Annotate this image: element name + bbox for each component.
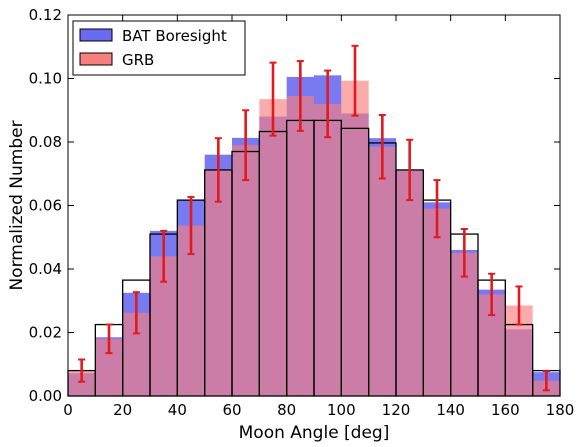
legend-swatch-grb	[79, 52, 113, 66]
legend: BAT Boresight GRB	[72, 20, 246, 76]
x-tick-label: 40	[168, 401, 187, 419]
x-axis-ticks: 0 20 40 60 80 100 120 140 160 180	[63, 15, 574, 419]
grb-bars	[68, 80, 560, 397]
x-axis-label: Moon Angle [deg]	[239, 423, 390, 443]
grb-bar	[396, 169, 424, 396]
y-tick-label: 0.12	[29, 6, 62, 24]
grb-bar	[204, 169, 232, 396]
x-tick-label: 180	[546, 401, 575, 419]
y-tick-label: 0.06	[29, 197, 62, 215]
x-tick-label: 20	[113, 401, 132, 419]
y-axis-label: Normalized Number	[7, 120, 27, 290]
y-tick-label: 0.10	[29, 70, 62, 88]
grb-bar	[368, 146, 396, 396]
grb-bar	[232, 145, 260, 396]
grb-bar	[341, 80, 369, 396]
grb-bar	[286, 95, 314, 397]
y-tick-label: 0.04	[29, 260, 62, 278]
grb-bar	[314, 103, 342, 397]
x-tick-label: 0	[63, 401, 73, 419]
grb-bar	[423, 208, 451, 396]
y-axis-ticks: 0.00 0.02 0.04 0.06 0.08 0.10 0.12	[29, 6, 560, 405]
grb-error-bars	[78, 44, 550, 392]
legend-swatch-bat-boresight	[79, 28, 113, 42]
grb-bar	[259, 99, 287, 396]
x-tick-label: 100	[327, 401, 356, 419]
x-tick-label: 140	[436, 401, 465, 419]
legend-label-grb: GRB	[122, 51, 154, 69]
x-tick-label: 160	[491, 401, 520, 419]
y-tick-label: 0.08	[29, 133, 62, 151]
x-tick-label: 80	[277, 401, 296, 419]
x-tick-label: 60	[222, 401, 241, 419]
legend-label-bat-boresight: BAT Boresight	[122, 27, 227, 45]
y-tick-label: 0.00	[29, 387, 62, 405]
y-tick-label: 0.02	[29, 324, 62, 342]
x-tick-label: 120	[382, 401, 411, 419]
